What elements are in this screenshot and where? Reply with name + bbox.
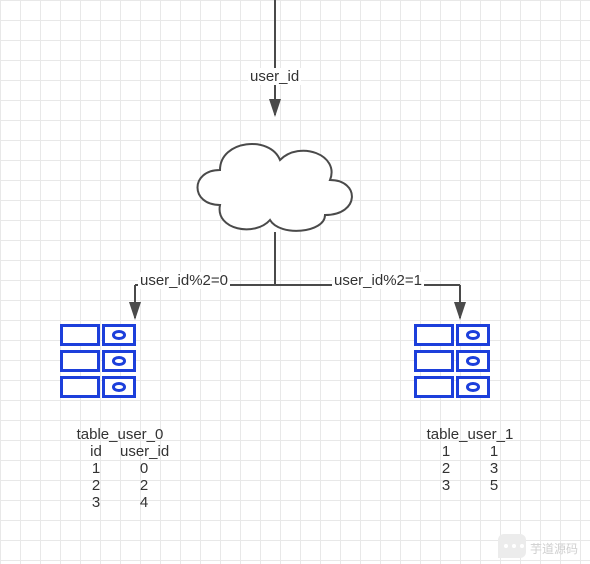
table-row: 10 (72, 460, 168, 477)
table-row: 22 (72, 477, 168, 494)
watermark-chat-icon (498, 534, 526, 558)
table-header: iduser_id (72, 443, 168, 460)
table-right: table_user_1112335 (422, 426, 518, 494)
table-title: table_user_1 (422, 426, 518, 443)
input-label: user_id (248, 68, 301, 85)
watermark-text: 芋道源码 (530, 540, 578, 557)
table-row: 34 (72, 494, 168, 511)
branch-left-label: user_id%2=0 (138, 272, 230, 289)
content-layer: user_id user_id%2=0 user_id%2=1 table_us… (0, 0, 590, 564)
table-row: 23 (422, 460, 518, 477)
database-icon-left (60, 324, 136, 402)
database-icon-right (414, 324, 490, 402)
diagram-canvas: user_id user_id%2=0 user_id%2=1 table_us… (0, 0, 590, 564)
table-row: 35 (422, 477, 518, 494)
branch-right-label: user_id%2=1 (332, 272, 424, 289)
table-row: 11 (422, 443, 518, 460)
table-title: table_user_0 (72, 426, 168, 443)
table-left: table_user_0iduser_id102234 (72, 426, 168, 511)
